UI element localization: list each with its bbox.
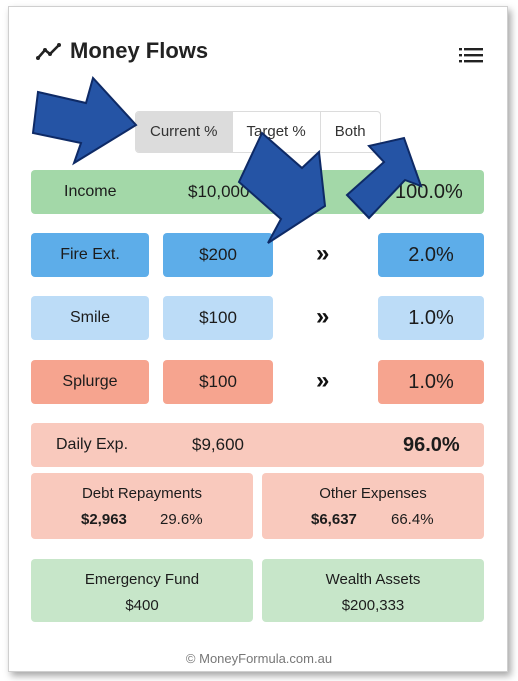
emergency-fund-box[interactable]: Emergency Fund $400 (31, 559, 253, 622)
wealth-assets-amount: $200,333 (341, 597, 405, 614)
tab-target-percent[interactable]: Target % (233, 112, 321, 152)
debt-repayments-amount: $2,963 (81, 511, 127, 528)
smile-label: Smile (69, 309, 110, 326)
other-expenses-label: Other Expenses (319, 485, 427, 502)
fire-ext-amount-box[interactable]: $200 (163, 233, 273, 277)
wealth-assets-label: Wealth Assets (325, 571, 421, 588)
tab-current-percent[interactable]: Current % (136, 112, 233, 152)
fire-ext-label-box[interactable]: Fire Ext. (31, 233, 149, 277)
other-expenses-percent: 66.4% (391, 511, 434, 528)
other-expenses-box[interactable]: Other Expenses $6,637 66.4% (262, 473, 484, 539)
debt-repayments-label: Debt Repayments (81, 485, 203, 502)
fire-ext-amount: $200 (199, 245, 237, 264)
emergency-fund-amount: $400 (125, 597, 159, 614)
view-mode-toggle: Current % Target % Both (135, 111, 381, 153)
smile-percent: 1.0% (408, 306, 454, 329)
tab-both[interactable]: Both (334, 123, 366, 140)
smile-amount: $100 (199, 308, 237, 327)
wealth-assets-box[interactable]: Wealth Assets $200,333 (262, 559, 484, 622)
smile-amount-box[interactable]: $100 (163, 296, 273, 340)
smile-label-box[interactable]: Smile (31, 296, 149, 340)
other-expenses-amount: $6,637 (311, 511, 357, 528)
trend-line-icon (36, 43, 61, 60)
daily-expenses-amount: $9,600 (192, 435, 244, 454)
income-amount: $10,000 (188, 182, 250, 201)
double-chevron-right-icon: » (316, 367, 330, 394)
debt-repayments-percent: 29.6% (160, 511, 203, 528)
daily-expenses-row[interactable]: Daily Exp. $9,600 96.0% (31, 423, 484, 467)
splurge-amount-box[interactable]: $100 (163, 360, 273, 404)
menu-icon[interactable] (459, 46, 483, 64)
income-percent: 100.0% (395, 181, 463, 203)
income-row[interactable]: Income $10,000 100.0% (31, 170, 484, 214)
splurge-percent-box[interactable]: 1.0% (378, 360, 484, 404)
splurge-percent: 1.0% (408, 370, 454, 393)
copyright-footer: © MoneyFormula.com.au (185, 651, 333, 666)
header: Money Flows (36, 38, 208, 64)
fire-ext-percent: 2.0% (408, 243, 454, 266)
splurge-amount: $100 (199, 372, 237, 391)
fire-ext-percent-box[interactable]: 2.0% (378, 233, 484, 277)
daily-expenses-percent: 96.0% (403, 434, 460, 456)
smile-percent-box[interactable]: 1.0% (378, 296, 484, 340)
fire-ext-label: Fire Ext. (60, 246, 120, 263)
income-label: Income (64, 183, 117, 200)
debt-repayments-box[interactable]: Debt Repayments $2,963 29.6% (31, 473, 253, 539)
splurge-label-box[interactable]: Splurge (31, 360, 149, 404)
splurge-label: Splurge (62, 373, 118, 390)
double-chevron-right-icon: » (316, 303, 330, 330)
double-chevron-right-icon: » (316, 240, 330, 267)
page-title: Money Flows (70, 38, 209, 63)
emergency-fund-label: Emergency Fund (84, 571, 200, 588)
daily-expenses-label: Daily Exp. (56, 436, 129, 453)
